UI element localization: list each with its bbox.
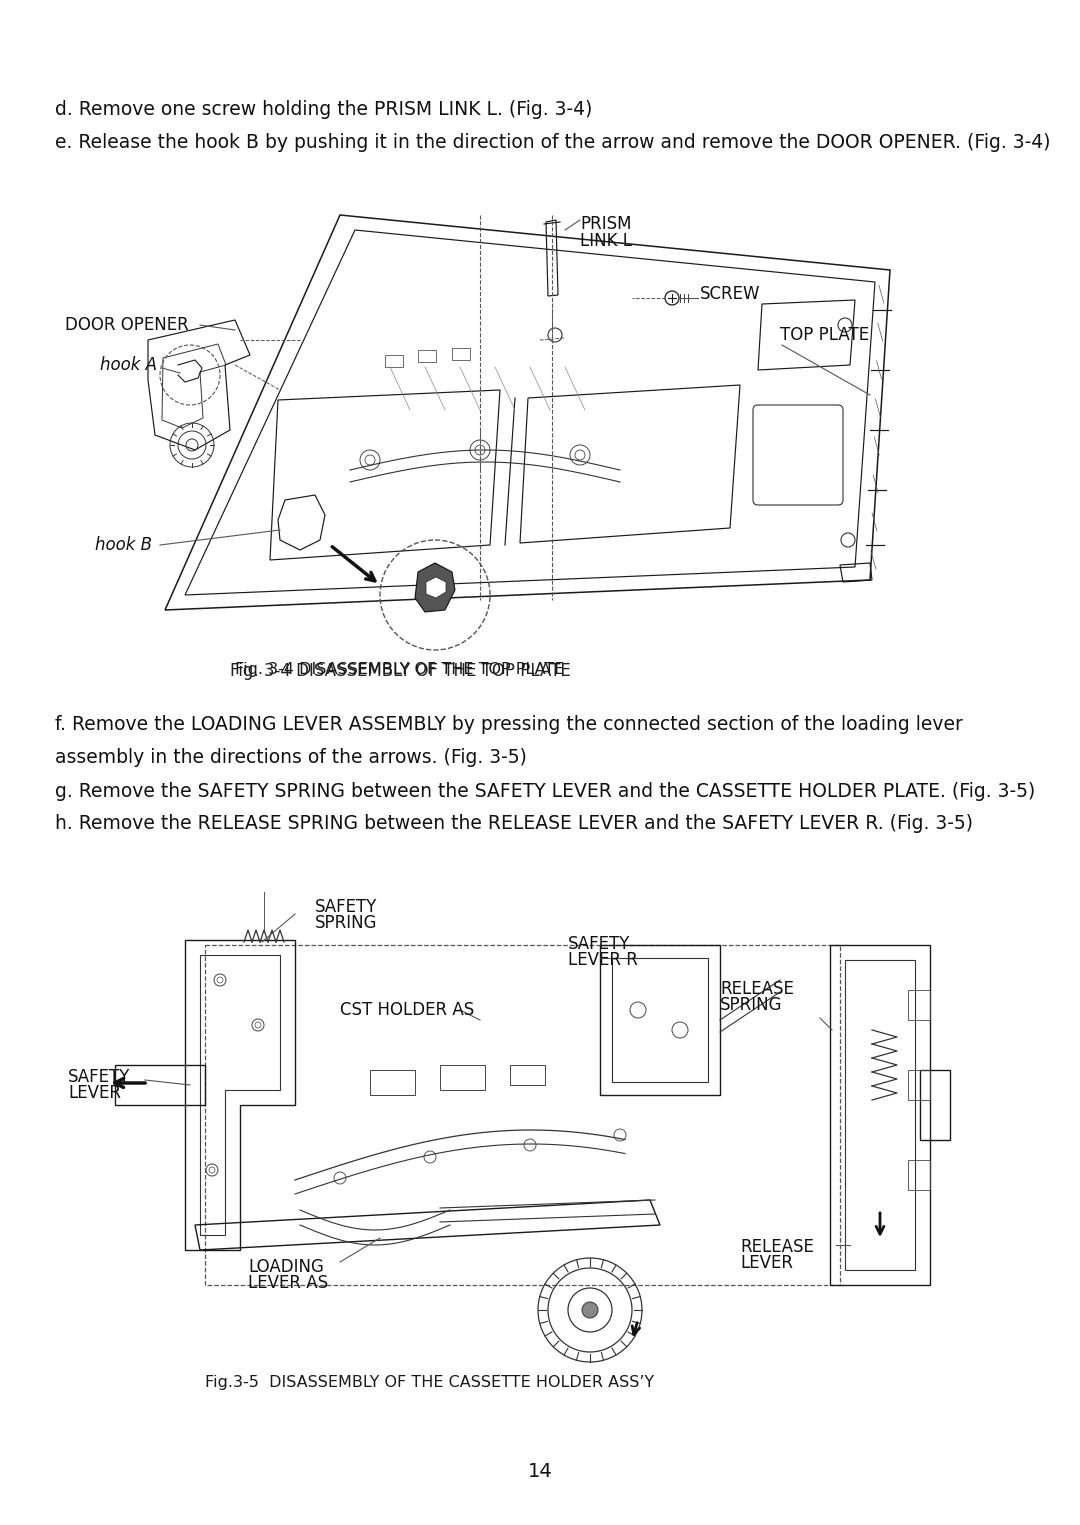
Text: SCREW: SCREW bbox=[700, 285, 760, 303]
Text: Fig. 3-4 DISASSEMBLY OF THE TOP PLATE: Fig. 3-4 DISASSEMBLY OF THE TOP PLATE bbox=[235, 662, 565, 677]
Text: SAFETY: SAFETY bbox=[68, 1068, 131, 1086]
Text: assembly in the directions of the arrows. (Fig. 3-5): assembly in the directions of the arrows… bbox=[55, 747, 527, 767]
Text: hook B: hook B bbox=[95, 535, 152, 554]
Text: LEVER R: LEVER R bbox=[568, 952, 638, 968]
Text: h. Remove the RELEASE SPRING between the RELEASE LEVER and the SAFETY LEVER R. (: h. Remove the RELEASE SPRING between the… bbox=[55, 814, 973, 833]
Text: LOADING: LOADING bbox=[248, 1258, 324, 1276]
Text: RELEASE: RELEASE bbox=[740, 1238, 814, 1257]
Text: DOOR OPENER: DOOR OPENER bbox=[65, 316, 189, 334]
Text: SPRING: SPRING bbox=[720, 996, 783, 1014]
Bar bbox=[453, 348, 470, 360]
Bar bbox=[384, 355, 403, 368]
Polygon shape bbox=[415, 563, 455, 612]
Text: TOP PLATE: TOP PLATE bbox=[780, 326, 869, 345]
Polygon shape bbox=[426, 576, 446, 598]
Bar bbox=[370, 1071, 415, 1095]
Text: hook A: hook A bbox=[100, 355, 157, 374]
Bar bbox=[440, 1064, 485, 1090]
Text: d. Remove one screw holding the PRISM LINK L. (Fig. 3-4): d. Remove one screw holding the PRISM LI… bbox=[55, 101, 592, 119]
Text: SPRING: SPRING bbox=[315, 913, 378, 932]
Text: Fig.3-5  DISASSEMBLY OF THE CASSETTE HOLDER ASS’Y: Fig.3-5 DISASSEMBLY OF THE CASSETTE HOLD… bbox=[205, 1376, 654, 1389]
Text: LEVER: LEVER bbox=[68, 1084, 121, 1103]
Bar bbox=[510, 1064, 545, 1084]
Text: g. Remove the SAFETY SPRING between the SAFETY LEVER and the CASSETTE HOLDER PLA: g. Remove the SAFETY SPRING between the … bbox=[55, 782, 1036, 801]
Text: e. Release the hook B by pushing it in the direction of the arrow and remove the: e. Release the hook B by pushing it in t… bbox=[55, 133, 1051, 152]
Text: SAFETY: SAFETY bbox=[315, 898, 377, 917]
Text: CST HOLDER AS: CST HOLDER AS bbox=[340, 1000, 474, 1019]
Text: LEVER: LEVER bbox=[740, 1254, 793, 1272]
Text: LEVER AS: LEVER AS bbox=[248, 1273, 328, 1292]
Text: RELEASE: RELEASE bbox=[720, 981, 794, 997]
Circle shape bbox=[582, 1302, 598, 1318]
Text: Fig. 3-4 DISASSEMBLY OF THE TOP PLATE: Fig. 3-4 DISASSEMBLY OF THE TOP PLATE bbox=[230, 662, 570, 680]
Text: LINK L: LINK L bbox=[580, 232, 632, 250]
Text: PRISM: PRISM bbox=[580, 215, 632, 233]
Text: 14: 14 bbox=[528, 1462, 552, 1481]
Text: SAFETY: SAFETY bbox=[568, 935, 631, 953]
Text: f. Remove the LOADING LEVER ASSEMBLY by pressing the connected section of the lo: f. Remove the LOADING LEVER ASSEMBLY by … bbox=[55, 715, 963, 734]
Bar bbox=[418, 351, 436, 361]
